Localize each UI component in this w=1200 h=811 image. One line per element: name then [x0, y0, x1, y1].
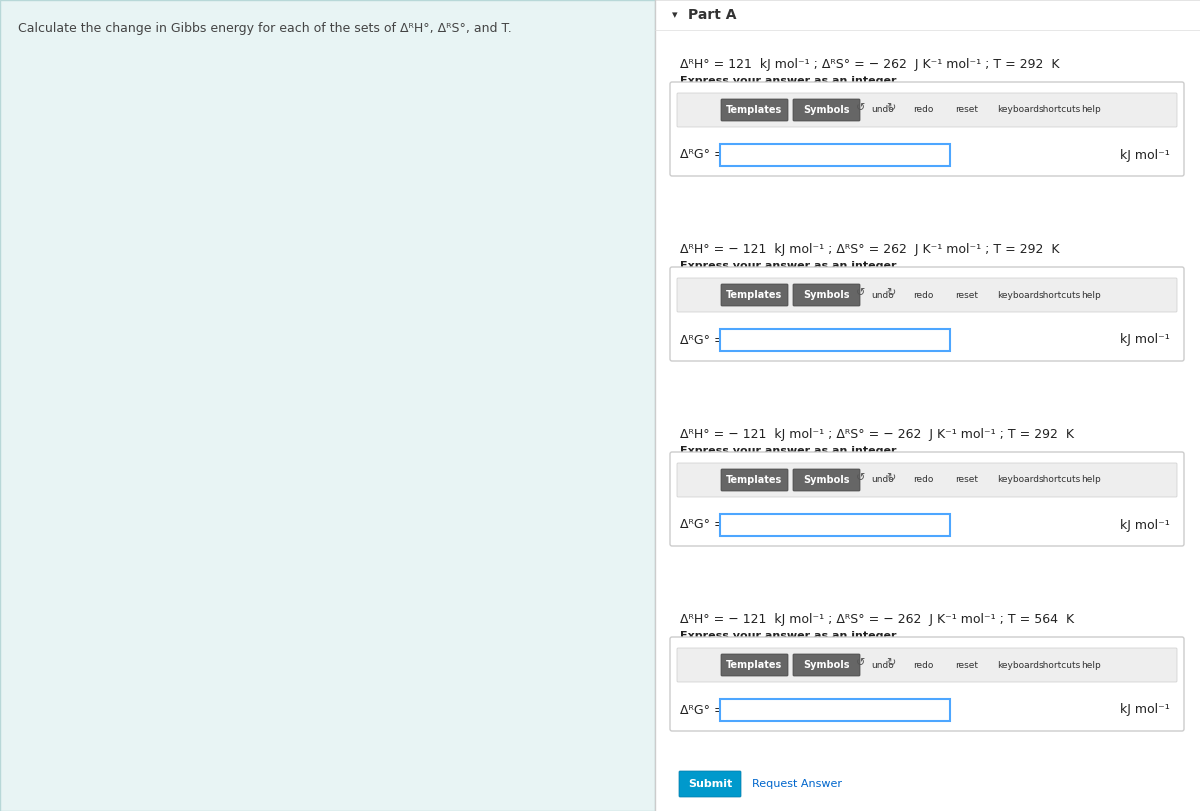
Text: help: help [1081, 105, 1100, 114]
Text: ΔᴿH° = − 121  kJ mol⁻¹ ; ΔᴿS° = − 262  J K⁻¹ mol⁻¹ ; T = 564  K: ΔᴿH° = − 121 kJ mol⁻¹ ; ΔᴿS° = − 262 J K… [680, 613, 1074, 626]
Text: ΔᴿG° =: ΔᴿG° = [680, 333, 725, 346]
Text: shortcuts: shortcuts [1039, 475, 1081, 484]
Text: ↻: ↻ [886, 658, 895, 668]
FancyBboxPatch shape [679, 771, 742, 797]
Text: keyboard: keyboard [997, 290, 1039, 299]
FancyBboxPatch shape [677, 648, 1177, 682]
Text: shortcuts: shortcuts [1039, 290, 1081, 299]
Text: Templates: Templates [726, 660, 782, 670]
FancyBboxPatch shape [720, 329, 950, 351]
FancyBboxPatch shape [793, 99, 860, 121]
FancyBboxPatch shape [677, 93, 1177, 127]
Text: undo: undo [871, 105, 894, 114]
FancyBboxPatch shape [721, 284, 788, 306]
Text: ↻: ↻ [886, 103, 895, 113]
Text: ↺: ↺ [856, 288, 865, 298]
FancyBboxPatch shape [793, 284, 860, 306]
Text: keyboard: keyboard [997, 660, 1039, 670]
Text: reset: reset [955, 290, 978, 299]
FancyBboxPatch shape [720, 144, 950, 166]
Text: ΔᴿG° =: ΔᴿG° = [680, 703, 725, 716]
Text: Request Answer: Request Answer [752, 779, 842, 789]
Text: Symbols: Symbols [803, 105, 850, 115]
Text: ΔᴿH° = − 121  kJ mol⁻¹ ; ΔᴿS° = − 262  J K⁻¹ mol⁻¹ ; T = 292  K: ΔᴿH° = − 121 kJ mol⁻¹ ; ΔᴿS° = − 262 J K… [680, 428, 1074, 441]
Text: kJ mol⁻¹: kJ mol⁻¹ [1121, 518, 1170, 531]
Text: undo: undo [871, 660, 894, 670]
Text: reset: reset [955, 475, 978, 484]
Text: keyboard: keyboard [997, 475, 1039, 484]
FancyBboxPatch shape [655, 0, 1200, 811]
Text: ↺: ↺ [856, 473, 865, 483]
Text: ΔᴿG° =: ΔᴿG° = [680, 518, 725, 531]
Text: ↺: ↺ [856, 103, 865, 113]
Text: Symbols: Symbols [803, 660, 850, 670]
Text: reset: reset [955, 660, 978, 670]
FancyBboxPatch shape [670, 82, 1184, 176]
FancyBboxPatch shape [720, 699, 950, 721]
Text: Express your answer as an integer.: Express your answer as an integer. [680, 76, 899, 86]
Text: ↻: ↻ [886, 288, 895, 298]
FancyBboxPatch shape [670, 637, 1184, 731]
Text: Symbols: Symbols [803, 290, 850, 300]
Text: ↺: ↺ [856, 658, 865, 668]
Text: help: help [1081, 660, 1100, 670]
Text: kJ mol⁻¹: kJ mol⁻¹ [1121, 703, 1170, 716]
Text: Templates: Templates [726, 105, 782, 115]
Text: ▾: ▾ [672, 10, 678, 20]
FancyBboxPatch shape [677, 278, 1177, 312]
FancyBboxPatch shape [0, 0, 655, 811]
Text: reset: reset [955, 105, 978, 114]
Text: shortcuts: shortcuts [1039, 660, 1081, 670]
FancyBboxPatch shape [721, 469, 788, 491]
Text: kJ mol⁻¹: kJ mol⁻¹ [1121, 148, 1170, 161]
Text: redo: redo [913, 475, 934, 484]
FancyBboxPatch shape [720, 514, 950, 536]
Text: Part A: Part A [688, 8, 737, 22]
FancyBboxPatch shape [677, 463, 1177, 497]
Text: Express your answer as an integer.: Express your answer as an integer. [680, 631, 899, 641]
Text: Templates: Templates [726, 475, 782, 485]
Text: redo: redo [913, 105, 934, 114]
Text: Calculate the change in Gibbs energy for each of the sets of ΔᴿH°, ΔᴿS°, and T.: Calculate the change in Gibbs energy for… [18, 22, 511, 35]
Text: keyboard: keyboard [997, 105, 1039, 114]
Text: redo: redo [913, 290, 934, 299]
Text: kJ mol⁻¹: kJ mol⁻¹ [1121, 333, 1170, 346]
FancyBboxPatch shape [721, 99, 788, 121]
FancyBboxPatch shape [721, 654, 788, 676]
Text: ΔᴿH° = 121  kJ mol⁻¹ ; ΔᴿS° = − 262  J K⁻¹ mol⁻¹ ; T = 292  K: ΔᴿH° = 121 kJ mol⁻¹ ; ΔᴿS° = − 262 J K⁻¹… [680, 58, 1060, 71]
Text: Express your answer as an integer.: Express your answer as an integer. [680, 446, 899, 456]
Text: ΔᴿH° = − 121  kJ mol⁻¹ ; ΔᴿS° = 262  J K⁻¹ mol⁻¹ ; T = 292  K: ΔᴿH° = − 121 kJ mol⁻¹ ; ΔᴿS° = 262 J K⁻¹… [680, 243, 1060, 256]
Text: help: help [1081, 290, 1100, 299]
FancyBboxPatch shape [670, 267, 1184, 361]
FancyBboxPatch shape [793, 469, 860, 491]
FancyBboxPatch shape [793, 654, 860, 676]
Text: Symbols: Symbols [803, 475, 850, 485]
Text: shortcuts: shortcuts [1039, 105, 1081, 114]
FancyBboxPatch shape [670, 452, 1184, 546]
Text: Templates: Templates [726, 290, 782, 300]
Text: ↻: ↻ [886, 473, 895, 483]
Text: ΔᴿG° =: ΔᴿG° = [680, 148, 725, 161]
Text: undo: undo [871, 475, 894, 484]
Text: undo: undo [871, 290, 894, 299]
Text: redo: redo [913, 660, 934, 670]
Text: Express your answer as an integer.: Express your answer as an integer. [680, 261, 899, 271]
Text: help: help [1081, 475, 1100, 484]
Text: Submit: Submit [688, 779, 732, 789]
